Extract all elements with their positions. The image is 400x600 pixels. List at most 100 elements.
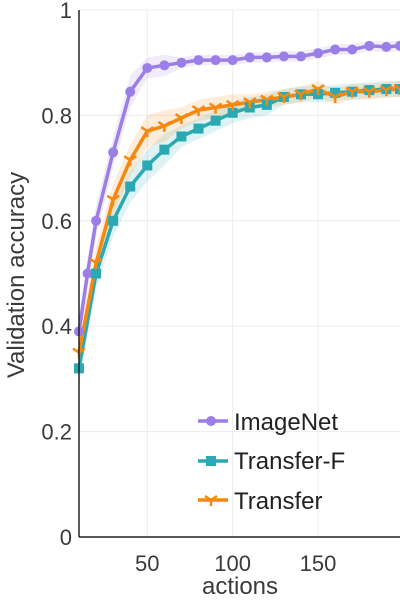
legend-marker (206, 456, 216, 466)
point-transfer-f (330, 87, 341, 98)
axes (78, 10, 400, 538)
marker-arm (123, 155, 131, 162)
point-transfer-f (364, 85, 375, 96)
point-imagenet (347, 44, 358, 55)
point-transfer (174, 112, 189, 125)
point-imagenet (364, 40, 375, 51)
legend-item-transfer: Transfer (198, 488, 322, 515)
point-imagenet (193, 55, 204, 66)
marker-arm (95, 257, 103, 265)
point-imagenet (82, 268, 93, 279)
point-transfer (208, 102, 223, 114)
marker-arm (78, 347, 86, 354)
marker-arm (379, 85, 388, 92)
marker-arm (345, 86, 353, 93)
point-transfer (294, 89, 308, 101)
grid (79, 9, 400, 538)
marker-arm (208, 102, 217, 109)
point-transfer (225, 99, 240, 111)
marker-arm (89, 257, 97, 265)
marker-arm (351, 86, 359, 93)
point-imagenet (261, 52, 272, 63)
point-imagenet (125, 86, 136, 97)
marker-arm (197, 105, 206, 112)
point-transfer (123, 155, 137, 167)
point-transfer (277, 91, 291, 103)
point-transfer-f (125, 181, 136, 192)
point-transfer-f (193, 123, 204, 134)
marker-arm (362, 86, 370, 93)
point-imagenet (313, 48, 324, 59)
legend-swatch-imagenet (198, 416, 228, 426)
marker-arm (204, 494, 212, 502)
x-tick-label: 50 (135, 551, 159, 576)
point-transfer (157, 120, 172, 132)
marker-arm (249, 97, 257, 104)
point-transfer-f (395, 84, 400, 95)
point-imagenet (330, 44, 341, 55)
point-imagenet (108, 147, 119, 158)
legend-item-imagenet: ImageNet (198, 409, 338, 436)
marker-arm (191, 105, 200, 112)
point-imagenet (142, 62, 153, 73)
marker-arm (106, 194, 114, 201)
point-transfer (89, 257, 103, 269)
legend-swatch-transfer (198, 494, 228, 506)
point-imagenet (227, 55, 238, 66)
legend-label-transfer-f: Transfer-F (234, 448, 345, 475)
x-axis-title: actions (202, 573, 278, 600)
marker-arm (283, 91, 291, 98)
point-transfer-f (91, 268, 102, 279)
y-tick-label: 0.2 (41, 420, 72, 445)
point-transfer-f (142, 160, 153, 171)
point-transfer (243, 97, 257, 109)
marker-arm (277, 91, 285, 98)
band-transfer (79, 81, 400, 369)
point-transfer-f (176, 131, 187, 142)
marker-arm (266, 94, 274, 101)
marker-arm (174, 112, 183, 120)
y-tick-label: 0 (60, 525, 72, 550)
marker-arm (214, 102, 223, 109)
y-tick-label: 0.8 (41, 103, 72, 128)
legend-swatch-transfer-f (198, 456, 228, 466)
point-imagenet (295, 51, 306, 62)
y-tick-label: 1 (60, 0, 72, 23)
marker-arm (243, 97, 251, 104)
marker-arm (129, 155, 137, 162)
marker-arm (140, 126, 148, 133)
point-transfer (260, 94, 274, 106)
legend-label-transfer: Transfer (234, 488, 322, 515)
point-imagenet (159, 60, 170, 71)
legend-label-imagenet: ImageNet (234, 409, 338, 436)
marker-arm (146, 126, 154, 133)
marker-arm (300, 89, 308, 96)
marker-arm (180, 112, 189, 120)
point-transfer (191, 105, 206, 117)
marker-arm (393, 84, 400, 91)
marker-arm (317, 84, 325, 91)
marker-arm (328, 91, 336, 98)
point-transfer-f (159, 144, 170, 155)
point-transfer-f (108, 215, 119, 226)
y-axis-title: Validation accuracy (3, 172, 30, 378)
marker-arm (163, 120, 172, 127)
band-transfer-f (79, 81, 400, 385)
point-transfer (311, 84, 325, 96)
marker-arm (231, 99, 240, 106)
point-imagenet (244, 52, 255, 63)
point-transfer (379, 85, 394, 97)
marker-arm (210, 494, 218, 502)
marker-arm (72, 347, 80, 354)
marker-arm (225, 99, 234, 106)
marker-arm (112, 194, 120, 201)
point-transfer (393, 84, 400, 96)
confidence-bands (79, 40, 400, 385)
legend-marker (206, 416, 216, 426)
marker-arm (294, 89, 302, 96)
y-tick-label: 0.4 (41, 314, 72, 339)
point-transfer (345, 86, 359, 98)
point-imagenet (381, 41, 392, 52)
marker-arm (157, 120, 166, 127)
marker-arm (334, 91, 342, 98)
